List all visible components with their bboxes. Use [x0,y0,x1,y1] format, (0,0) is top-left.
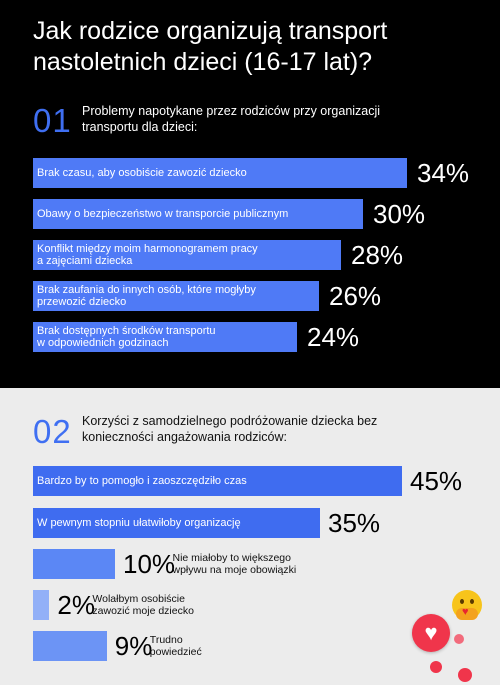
problem-bar-label-4: Brak zaufania do innych osób, które mogł… [37,284,256,308]
benefit-bar-label-2: W pewnym stopniu ułatwiłoby organizację [37,517,241,529]
problem-value-label-1: 34% [417,158,470,188]
problem-bar-label-3: Konflikt między moim harmonogramem pracy… [37,243,258,267]
benefit-value-label-4: 2% [57,590,95,620]
benefit-side-label-5: Trudno powiedzieć [149,634,202,658]
benefit-value-label-3: 10% [123,549,176,579]
benefit-bar-4 [33,590,50,620]
benefit-bar-label-1: Bardzo by to pomogło i zaoszczędziło cza… [37,475,247,487]
top-panel: Jak rodzice organizują transport nastole… [0,0,500,388]
benefit-side-label-3: Nie miałoby to większego wpływu na moje o… [172,552,297,576]
problem-bar-label-5: Brak dostępnych środków transportu w odpo… [37,325,216,349]
benefit-side-label-4: Wolałbym osobiście zawozić moje dziecko [92,593,194,617]
benefit-bar-2 [33,508,320,538]
problem-bar-5 [33,322,297,352]
emoji-heart-icon: ♥ [462,606,469,618]
benefit-bar-1 [33,466,402,496]
page-title: Jak rodzice organizują transport nastole… [33,17,388,76]
problem-bar-3 [33,240,341,270]
problem-value-label-5: 24% [307,322,360,352]
problem-bar-label-2: Obawy o bezpieczeństwo w transporcie pub… [37,208,289,220]
hugging-face-emoji: ♥ [452,590,482,620]
heart-dot-small [454,634,464,644]
problem-bar-label-1: Brak czasu, aby osobiście zawozić dzieck… [37,167,247,179]
problem-bar-4 [33,281,319,311]
problem-bar-2 [33,199,363,229]
emoji-right-eye [470,599,474,604]
section-description-02: Korzyści z samodzielnego podróżowanie dz… [82,414,378,444]
benefit-value-label-1: 45% [410,466,463,496]
problem-value-label-3: 28% [351,240,404,270]
benefit-bar-3 [33,549,115,579]
section-number-02: 02 [33,413,72,450]
problem-bar-1 [33,158,407,188]
problem-value-label-4: 26% [329,281,382,311]
benefit-bar-5 [33,631,107,661]
heart-dot-medium [430,661,442,673]
emoji-hands [456,608,478,620]
benefit-value-label-2: 35% [328,508,381,538]
problem-value-label-2: 30% [373,199,426,229]
heart-reaction-icon: ♥ [412,614,450,652]
heart-dot-large [458,668,472,682]
benefit-value-label-5: 9% [114,631,153,661]
section-number-01: 01 [33,102,72,139]
bottom-panel: 02 Korzyści z samodzielnego podróżowanie… [0,388,500,685]
emoji-left-eye [460,599,464,604]
section-description-01: Problemy napotykane przez rodziców przy … [82,104,381,134]
